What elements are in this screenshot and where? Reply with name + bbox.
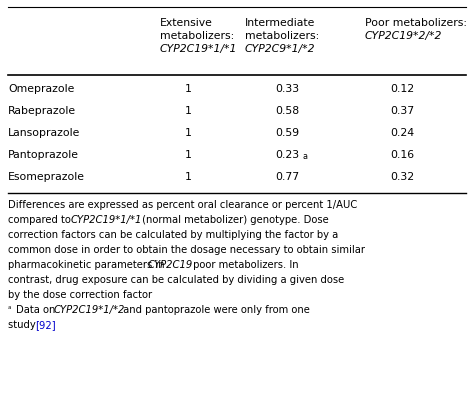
Text: and pantoprazole were only from one: and pantoprazole were only from one: [120, 304, 310, 314]
Text: Differences are expressed as percent oral clearance or percent 1/AUC: Differences are expressed as percent ora…: [8, 200, 357, 209]
Text: (normal metabolizer) genotype. Dose: (normal metabolizer) genotype. Dose: [139, 215, 329, 224]
Text: 0.33: 0.33: [275, 84, 299, 94]
Text: Pantoprazole: Pantoprazole: [8, 149, 79, 160]
Text: 0.59: 0.59: [275, 128, 299, 138]
Text: Lansoprazole: Lansoprazole: [8, 128, 81, 138]
Text: 0.16: 0.16: [390, 149, 414, 160]
Text: Data on: Data on: [16, 304, 58, 314]
Text: 1: 1: [185, 149, 192, 160]
Text: a: a: [303, 151, 308, 161]
Text: CYP2C19*2/*2: CYP2C19*2/*2: [365, 31, 442, 41]
Text: Extensive: Extensive: [160, 18, 213, 28]
Text: CYP2C9*1/*2: CYP2C9*1/*2: [245, 44, 316, 54]
Text: 0.77: 0.77: [275, 172, 299, 181]
Text: 1: 1: [185, 128, 192, 138]
Text: [92]: [92]: [35, 319, 55, 329]
Text: 0.58: 0.58: [275, 106, 299, 116]
Text: metabolizers:: metabolizers:: [160, 31, 234, 41]
Text: 0.32: 0.32: [390, 172, 414, 181]
Text: pharmacokinetic parameters in: pharmacokinetic parameters in: [8, 259, 168, 269]
Text: poor metabolizers. In: poor metabolizers. In: [190, 259, 299, 269]
Text: CYP2C19*1/*2: CYP2C19*1/*2: [54, 304, 126, 314]
Text: 1: 1: [185, 84, 192, 94]
Text: by the dose correction factor: by the dose correction factor: [8, 289, 152, 299]
Text: study: study: [8, 319, 39, 329]
Text: CYP2C19: CYP2C19: [148, 259, 193, 269]
Text: 0.37: 0.37: [390, 106, 414, 116]
Text: ᵃ: ᵃ: [8, 304, 11, 313]
Text: CYP2C19*1/*1: CYP2C19*1/*1: [71, 215, 142, 224]
Text: Poor metabolizers:: Poor metabolizers:: [365, 18, 467, 28]
Text: common dose in order to obtain the dosage necessary to obtain similar: common dose in order to obtain the dosag…: [8, 244, 365, 254]
Text: correction factors can be calculated by multiplying the factor by a: correction factors can be calculated by …: [8, 230, 338, 239]
Text: 0.23: 0.23: [275, 149, 299, 160]
Text: metabolizers:: metabolizers:: [245, 31, 319, 41]
Text: Rabeprazole: Rabeprazole: [8, 106, 76, 116]
Text: contrast, drug exposure can be calculated by dividing a given dose: contrast, drug exposure can be calculate…: [8, 274, 344, 284]
Text: Intermediate: Intermediate: [245, 18, 315, 28]
Text: 1: 1: [185, 172, 192, 181]
Text: 0.12: 0.12: [390, 84, 414, 94]
Text: 0.24: 0.24: [390, 128, 414, 138]
Text: compared to: compared to: [8, 215, 74, 224]
Text: Esomeprazole: Esomeprazole: [8, 172, 85, 181]
Text: Omeprazole: Omeprazole: [8, 84, 74, 94]
Text: CYP2C19*1/*1: CYP2C19*1/*1: [160, 44, 237, 54]
Text: 1: 1: [185, 106, 192, 116]
